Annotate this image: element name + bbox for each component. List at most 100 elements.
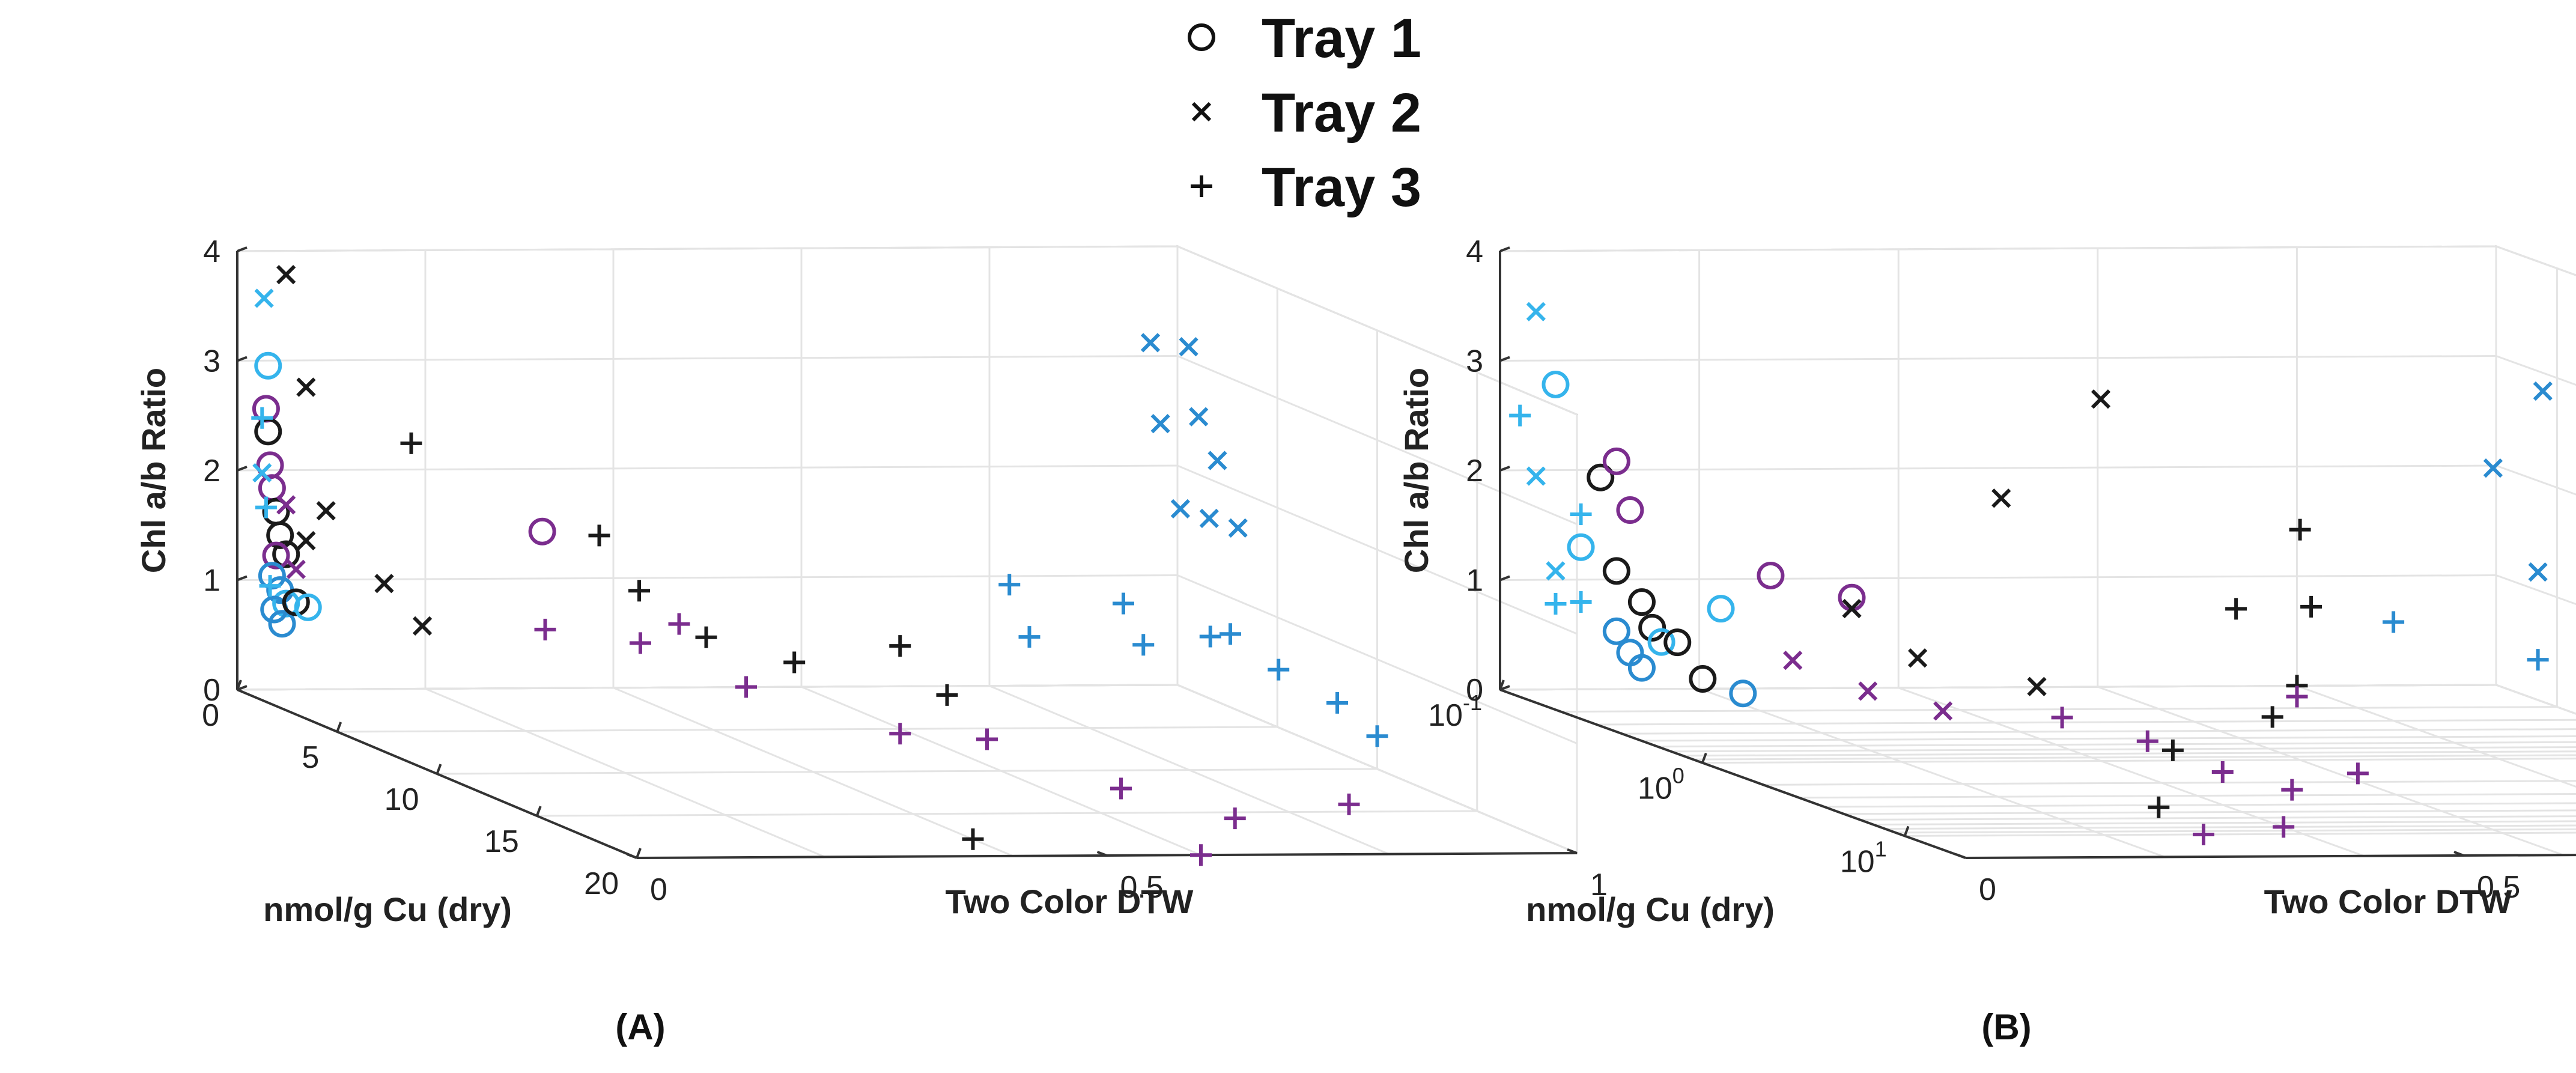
x-tick-label: 0 (202, 698, 219, 733)
data-point-tray-3 (1366, 725, 1388, 747)
data-point-tray-3 (2051, 707, 2073, 729)
x-tick-label: 10 (384, 782, 419, 817)
data-point-tray-2 (252, 463, 272, 483)
data-point-tray-1 (1627, 588, 1656, 616)
data-point-tray-1 (528, 517, 556, 546)
data-point-tray-1 (1542, 371, 1570, 399)
data-point-tray-2 (1150, 414, 1170, 434)
data-point-tray-3 (588, 524, 610, 547)
y-tick-label: 1 (1590, 868, 1608, 902)
grid-line (1895, 828, 2576, 834)
legend-marker-tray-2 (1191, 102, 1212, 122)
data-point-tray-3 (1570, 591, 1592, 613)
data-point-tray-2 (1933, 701, 1953, 721)
legend-marker-tray-3 (1191, 175, 1212, 197)
grid-line (1596, 719, 2576, 726)
data-point-tray-3 (255, 496, 277, 518)
z-tick-label: 0 (203, 673, 220, 708)
z-tick-mark (237, 575, 248, 582)
grid-line (1885, 824, 2576, 830)
y-tick-mark (1096, 851, 1108, 857)
y-axis-label: Two Color DTW (946, 883, 1194, 920)
data-point-tray-3 (1110, 777, 1132, 800)
grid-line (1693, 754, 2576, 761)
z-tick-mark (1499, 685, 1510, 691)
data-point-tray-1 (254, 418, 282, 446)
x-axis-label: nmol/g Cu (dry) (263, 890, 512, 928)
grid-line (2296, 685, 2576, 788)
data-point-tray-2 (1208, 451, 1227, 470)
x-tick-mark (1903, 825, 1910, 837)
legend-label-tray-1: Tray 1 (1262, 8, 1421, 69)
data-point-tray-2 (412, 616, 433, 636)
data-point-tray-2 (1189, 407, 1209, 427)
data-point-tray-3 (259, 575, 281, 597)
grid-line (1499, 464, 2497, 472)
data-point-tray-3 (1509, 404, 1531, 427)
data-point-tray-3 (628, 580, 650, 602)
data-point-tray-2 (2483, 458, 2503, 478)
data-point-tray-2 (1858, 681, 1878, 701)
data-point-tray-1 (258, 562, 286, 590)
data-point-tray-2 (1991, 488, 2011, 508)
legend-marker-tray-1 (1188, 23, 1215, 51)
grid-line (1499, 684, 2497, 691)
z-tick-mark (1499, 356, 1510, 362)
grid-line (237, 684, 1178, 691)
data-point-tray-3 (2161, 739, 2184, 761)
data-point-tray-2 (374, 574, 394, 594)
z-tick-mark (1499, 575, 1510, 582)
z-tick-label: 1 (1466, 564, 1483, 598)
data-point-tray-2 (2533, 381, 2553, 401)
data-point-tray-1 (1689, 664, 1717, 693)
data-point-tray-3 (1132, 634, 1155, 656)
grid-line (1763, 780, 2576, 786)
x-tick-label: 101 (1840, 836, 1887, 879)
data-point-tray-3 (1190, 844, 1212, 866)
grid-line (1859, 815, 2576, 821)
panel-caption: (A) (615, 1007, 665, 1047)
grid-line (2496, 684, 2576, 715)
legend: Tray 1 Tray 2 Tray 3 (1188, 8, 1421, 218)
data-point-tray-3 (976, 728, 998, 750)
z-axis-label: Chl a/b Ratio (135, 368, 172, 573)
z-tick-label: 2 (1466, 454, 1483, 488)
z-tick-label: 3 (1466, 344, 1483, 379)
data-point-tray-2 (254, 288, 274, 308)
data-point-tray-3 (629, 632, 651, 654)
y-tick-label: 0.5 (2477, 870, 2520, 905)
data-point-tray-2 (1842, 598, 1862, 619)
grid-line (1499, 245, 2497, 252)
legend-label-tray-2: Tray 2 (1262, 82, 1421, 144)
data-point-tray-2 (1179, 337, 1198, 357)
grid-line (1904, 831, 2576, 837)
z-tick-label: 4 (203, 234, 220, 269)
x-tick-label: 20 (584, 866, 619, 901)
data-point-tray-1 (268, 610, 296, 638)
x-tick-label: 15 (484, 824, 519, 859)
data-point-tray-3 (2286, 685, 2308, 708)
data-point-tray-3 (1570, 503, 1592, 525)
data-point-tray-1 (1663, 628, 1692, 657)
data-point-tray-3 (695, 626, 717, 648)
data-point-tray-3 (534, 618, 556, 640)
grid-line (1824, 802, 2576, 808)
y-tick-label: 0 (1979, 872, 1996, 907)
grid-line (1621, 728, 2576, 735)
grid-line (1799, 793, 2576, 799)
data-point-tray-3 (2527, 649, 2549, 671)
x-axis-label: nmol/g Cu (dry) (1526, 890, 1775, 928)
z-tick-label: 4 (1466, 234, 1483, 269)
z-tick-mark (237, 685, 248, 691)
data-point-tray-3 (1199, 625, 1221, 648)
data-point-tray-2 (296, 377, 316, 397)
data-point-tray-3 (1338, 793, 1360, 815)
grid-line (237, 464, 1178, 472)
data-point-tray-2 (2091, 389, 2111, 409)
data-point-tray-2 (1783, 650, 1803, 670)
data-point-tray-2 (1140, 333, 1161, 353)
data-point-tray-3 (1220, 623, 1241, 645)
data-point-tray-1 (1627, 654, 1656, 682)
data-point-tray-3 (1113, 592, 1134, 615)
data-point-tray-2 (296, 530, 316, 551)
